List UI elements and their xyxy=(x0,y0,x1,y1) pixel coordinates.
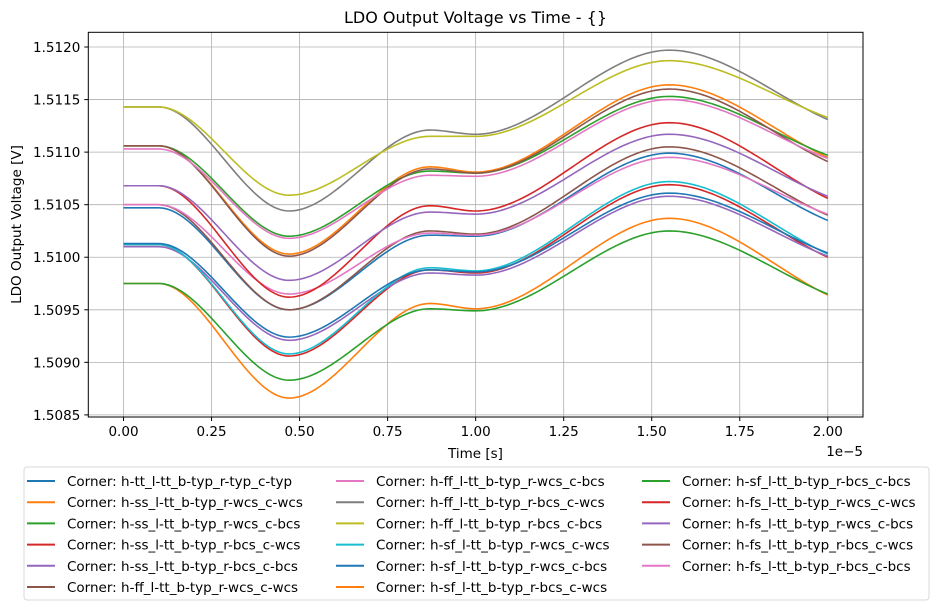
y-tick-label: 1.5120 xyxy=(33,40,80,56)
series-line-16 xyxy=(123,98,829,240)
legend-label: Corner: h-tt_l-tt_b-typ_r-typ_c-typ xyxy=(67,474,292,490)
x-tick-label: 1.00 xyxy=(461,424,491,440)
legend-label: Corner: h-sf_l-tt_b-typ_r-wcs_c-bcs xyxy=(376,559,607,575)
x-axis-ticks: 0.00 0.25 0.50 0.75 1.00 1.25 1.50 1.75 2.00 xyxy=(108,417,843,440)
y-tick-label: 1.5100 xyxy=(33,250,80,266)
y-axis-ticks: 1.5085 1.5090 1.5095 1.5100 1.5105 1.5110 1.51… xyxy=(33,40,89,424)
y-tick-label: 1.5085 xyxy=(33,408,80,424)
legend-label: Corner: h-sf_l-tt_b-typ_r-bcs_c-wcs xyxy=(376,580,607,596)
chart-title: LDO Output Voltage vs Time - {} xyxy=(344,8,607,27)
legend-label: Corner: h-ss_l-tt_b-typ_r-bcs_c-bcs xyxy=(67,559,298,575)
series-line-7 xyxy=(123,49,829,212)
legend-label: Corner: h-ff_l-tt_b-typ_r-bcs_c-bcs xyxy=(376,516,602,532)
legend-item: Corner: h-sf_l-tt_b-typ_r-wcs_c-wcs xyxy=(336,538,610,554)
legend-label: Corner: h-sf_l-tt_b-typ_r-bcs_c-bcs xyxy=(682,474,911,490)
series-line-13 xyxy=(123,121,829,298)
legend-item: Corner: h-ss_l-tt_b-typ_r-wcs_c-wcs xyxy=(27,495,303,511)
legend-item: Corner: h-fs_l-tt_b-typ_r-wcs_c-bcs xyxy=(642,516,913,532)
x-tick-label: 0.50 xyxy=(285,424,315,440)
legend-item: Corner: h-ss_l-tt_b-typ_r-bcs_c-bcs xyxy=(27,559,298,575)
y-tick-label: 1.5110 xyxy=(33,145,80,161)
legend-label: Corner: h-ss_l-tt_b-typ_r-wcs_c-bcs xyxy=(67,516,300,532)
legend-item: Corner: h-sf_l-tt_b-typ_r-bcs_c-bcs xyxy=(642,474,911,490)
series-lines xyxy=(123,49,829,399)
series-line-6 xyxy=(123,156,829,295)
x-offset-text: 1e−5 xyxy=(826,444,863,460)
legend-item: Corner: h-fs_l-tt_b-typ_r-bcs_c-bcs xyxy=(642,559,911,575)
y-axis-label: LDO Output Voltage [V] xyxy=(9,145,25,304)
x-tick-label: 1.25 xyxy=(549,424,579,440)
y-tick-label: 1.5115 xyxy=(33,93,80,109)
series-line-5 xyxy=(123,146,829,311)
legend-item: Corner: h-ff_l-tt_b-typ_r-bcs_c-bcs xyxy=(336,516,602,532)
legend-label: Corner: h-ff_l-tt_b-typ_r-bcs_c-wcs xyxy=(376,495,605,511)
legend-item: Corner: h-ff_l-tt_b-typ_r-wcs_c-wcs xyxy=(27,580,298,596)
legend-label: Corner: h-fs_l-tt_b-typ_r-bcs_c-wcs xyxy=(682,538,913,554)
x-tick-label: 1.75 xyxy=(725,424,755,440)
legend-label: Corner: h-fs_l-tt_b-typ_r-bcs_c-bcs xyxy=(682,559,911,575)
legend-item: Corner: h-ff_l-tt_b-typ_r-bcs_c-wcs xyxy=(336,495,605,511)
legend-frame xyxy=(23,466,930,601)
x-tick-label: 0.25 xyxy=(197,424,227,440)
legend-item: Corner: h-fs_l-tt_b-typ_r-wcs_c-wcs xyxy=(642,495,916,511)
legend-label: Corner: h-ff_l-tt_b-typ_r-wcs_c-wcs xyxy=(67,580,298,596)
legend-label: Corner: h-ss_l-tt_b-typ_r-bcs_c-wcs xyxy=(67,538,300,554)
legend-label: Corner: h-sf_l-tt_b-typ_r-wcs_c-wcs xyxy=(376,538,610,554)
x-tick-label: 2.00 xyxy=(813,424,843,440)
legend-item: Corner: h-ss_l-tt_b-typ_r-wcs_c-bcs xyxy=(27,516,300,532)
series-line-14 xyxy=(123,133,829,282)
legend-label: Corner: h-fs_l-tt_b-typ_r-wcs_c-wcs xyxy=(682,495,916,511)
grid xyxy=(88,32,863,417)
x-tick-label: 0.00 xyxy=(108,424,138,440)
series-line-3 xyxy=(123,183,829,357)
series-line-1 xyxy=(123,217,829,399)
legend-item: Corner: h-sf_l-tt_b-typ_r-bcs_c-wcs xyxy=(336,580,607,596)
legend-label: Corner: h-ss_l-tt_b-typ_r-wcs_c-wcs xyxy=(67,495,303,511)
y-tick-label: 1.5095 xyxy=(33,303,80,319)
legend-label: Corner: h-ff_l-tt_b-typ_r-wcs_c-bcs xyxy=(376,474,605,490)
series-line-8 xyxy=(123,59,829,197)
legend-item: Corner: h-sf_l-tt_b-typ_r-wcs_c-bcs xyxy=(336,559,607,575)
legend: Corner: h-tt_l-tt_b-typ_r-typ_c-typ Corne… xyxy=(23,466,930,601)
x-tick-label: 0.75 xyxy=(373,424,403,440)
legend-item: Corner: h-ff_l-tt_b-typ_r-wcs_c-bcs xyxy=(336,474,605,490)
series-line-4 xyxy=(123,195,829,342)
legend-item: Corner: h-ss_l-tt_b-typ_r-bcs_c-wcs xyxy=(27,538,300,554)
x-tick-label: 1.50 xyxy=(637,424,667,440)
y-tick-label: 1.5090 xyxy=(33,355,80,371)
series-line-10 xyxy=(123,192,829,338)
series-line-11 xyxy=(123,84,829,255)
legend-item: Corner: h-fs_l-tt_b-typ_r-bcs_c-wcs xyxy=(642,538,913,554)
y-tick-label: 1.5105 xyxy=(33,198,80,214)
series-line-15 xyxy=(123,88,829,257)
series-line-9 xyxy=(123,180,829,355)
legend-item: Corner: h-tt_l-tt_b-typ_r-typ_c-typ xyxy=(27,474,292,490)
series-line-2 xyxy=(123,230,829,382)
x-axis-label: Time [s] xyxy=(447,446,503,462)
legend-label: Corner: h-fs_l-tt_b-typ_r-wcs_c-bcs xyxy=(682,516,913,532)
